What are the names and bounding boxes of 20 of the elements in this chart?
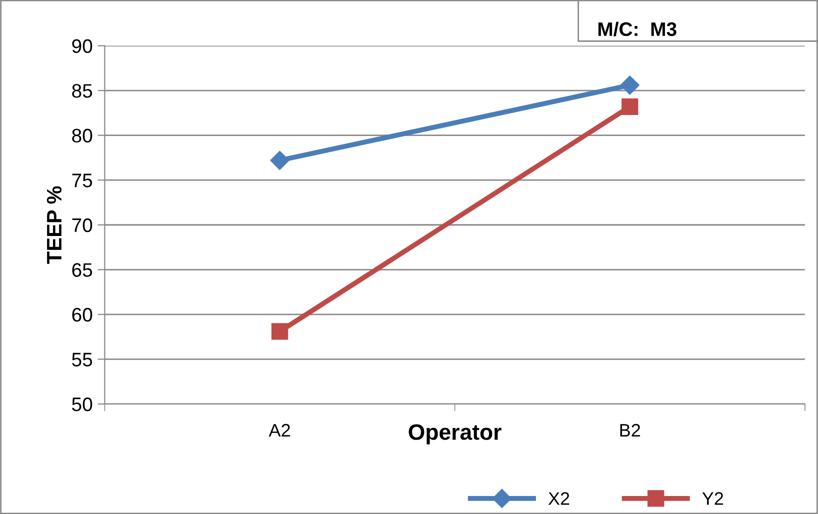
y-tick-label: 50: [72, 397, 92, 412]
point: [620, 76, 640, 95]
text: M/C: M3: [598, 22, 676, 36]
y-tick-label: 80: [72, 128, 92, 143]
y-tick-label: 65: [72, 263, 92, 277]
y-tick-label: 70: [72, 218, 92, 232]
x-tick-label: A2: [268, 424, 290, 437]
legend-label: Y2: [702, 492, 724, 505]
y-axis-title: TEEP %: [46, 186, 62, 264]
point: [622, 98, 638, 115]
legend-label: X2: [548, 492, 570, 505]
y-tick-label: 90: [72, 39, 92, 53]
y-tick-label: 85: [72, 84, 92, 98]
x-axis-title: Operator: [408, 424, 502, 444]
y-tick-label: 55: [72, 352, 92, 366]
point: [271, 323, 288, 340]
y-tick-label: 60: [72, 308, 92, 322]
point: [270, 150, 290, 170]
y-tick-label: 75: [72, 174, 92, 188]
x-tick-label: B2: [620, 424, 640, 437]
